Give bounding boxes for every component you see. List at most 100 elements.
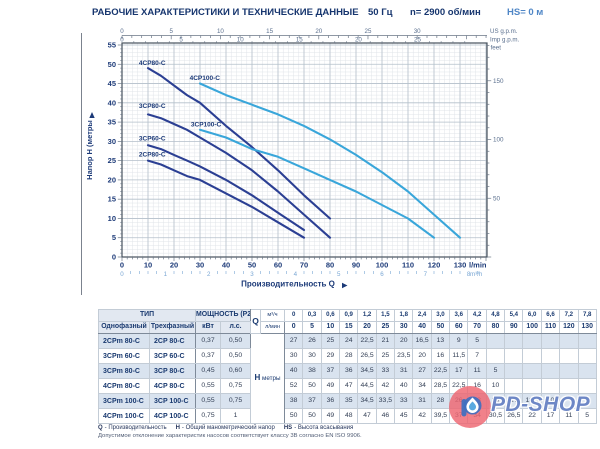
head-value <box>577 363 597 379</box>
q-lmin-value: 0 <box>284 321 304 334</box>
pump-model-single: 3CPm 80-C <box>98 363 150 379</box>
head-value <box>504 348 524 364</box>
figure-left-border <box>81 33 82 295</box>
head-value <box>485 348 506 364</box>
svg-text:15: 15 <box>108 195 116 204</box>
legend-def: - Производительность <box>104 425 167 431</box>
svg-text:l/min: l/min <box>469 261 487 270</box>
head-value: 36 <box>339 363 359 379</box>
svg-text:25: 25 <box>365 28 372 35</box>
head-value: 50 <box>302 378 322 394</box>
q-m3h-value: 1,8 <box>394 309 414 322</box>
head-value: 31 <box>412 393 432 409</box>
q-lmin-value: 120 <box>559 321 579 334</box>
head-value <box>504 363 524 379</box>
head-value: 20 <box>412 348 432 364</box>
q-m3h-value: 7,2 <box>559 309 579 322</box>
head-value: 34,5 <box>357 393 377 409</box>
head-value: 34 <box>412 378 432 394</box>
watermark-text: PD-SHOP <box>491 393 591 416</box>
q-lmin-value: 60 <box>449 321 469 334</box>
q-lmin-value: 70 <box>467 321 487 334</box>
q-m3h-value: 6,6 <box>540 309 561 322</box>
q-m3h-value: 1,5 <box>375 309 396 322</box>
head-value <box>504 333 524 349</box>
svg-text:25: 25 <box>108 156 116 165</box>
q-m3h-value: 4,8 <box>485 309 506 322</box>
head-value: 37 <box>302 393 322 409</box>
svg-text:120: 120 <box>428 261 441 270</box>
head-value: 47 <box>357 408 377 424</box>
pump-model-three: 4CP 80-C <box>149 378 196 394</box>
svg-text:4: 4 <box>294 271 298 278</box>
table-row: 3CPm 80-C 3CP 80-C 0,45 0,60 40 38 37 36 34,5 33 3… <box>98 363 597 379</box>
q-lmin-value: 30 <box>394 321 414 334</box>
head-value: 49 <box>320 408 341 424</box>
legend-line: Q- Производительность Н - Общий манометрич… <box>98 425 362 431</box>
head-value: 16 <box>430 348 451 364</box>
svg-text:20: 20 <box>355 36 362 43</box>
svg-text:Напор Н (метры: Напор Н (метры <box>85 120 94 180</box>
legend-term: Н <box>175 425 180 431</box>
table-row: 4CPm 100-C 4CP 100-C 0,75 1 50 50 49 48 47 46 45 42… <box>98 408 597 424</box>
svg-text:50: 50 <box>108 60 116 69</box>
table-row: 3CPm 100-C 3CP 100-C 0,55 0,75 38 37 36 35 34,5 3… <box>98 393 597 409</box>
power-kw: 0,37 <box>195 348 221 364</box>
svg-text:20: 20 <box>108 175 116 184</box>
q-m3h-value: 7,8 <box>577 309 597 322</box>
head-value <box>559 333 579 349</box>
svg-text:3CP100-C: 3CP100-C <box>191 121 222 128</box>
power-kw: 0,55 <box>195 378 221 394</box>
q-m3h-value: 5,4 <box>504 309 524 322</box>
curve-3CP80-C <box>146 113 332 239</box>
curve-3CP60-C <box>146 144 306 232</box>
q-lmin-value: 15 <box>339 321 359 334</box>
svg-text:8: 8 <box>467 271 471 278</box>
flow-header: Q <box>250 309 262 334</box>
head-value: 22,5 <box>357 333 377 349</box>
head-value: 5 <box>577 408 597 424</box>
svg-text:3: 3 <box>250 271 254 278</box>
curve-3CP100-C <box>198 128 436 239</box>
head-value: 7 <box>467 348 487 364</box>
q-lmin-value: 130 <box>577 321 597 334</box>
head-value: 9 <box>449 333 469 349</box>
head-value: 33,5 <box>375 393 396 409</box>
chart-grid <box>121 42 488 258</box>
svg-text:30: 30 <box>196 261 204 270</box>
head-value: 13 <box>430 333 451 349</box>
head-value <box>522 348 542 364</box>
q-m3h-value: 6,0 <box>522 309 542 322</box>
q-m3h-value: 1,2 <box>357 309 377 322</box>
svg-text:5: 5 <box>179 36 183 43</box>
q-lmin-value: 10 <box>320 321 341 334</box>
legend-def: - Высота всасывания <box>294 425 354 431</box>
head-value: 24 <box>339 333 359 349</box>
pump-model-single: 3CPm 100-C <box>98 393 150 409</box>
suction-head-label: HS= 0 м <box>507 7 544 18</box>
head-value <box>522 333 542 349</box>
head-value: 25 <box>320 333 341 349</box>
svg-text:5: 5 <box>112 233 116 242</box>
chart-curve-labels: 4CP80-C 4CP100-C 3CP80-C 3CP100-C 3CP60-C 2CP… <box>139 60 222 158</box>
head-value <box>559 363 579 379</box>
q-m3h-value: 0,6 <box>320 309 341 322</box>
head-units-cell: Н метры <box>250 333 286 424</box>
speed-label: n= 2900 об/мин <box>410 7 481 18</box>
head-value: 45 <box>394 408 414 424</box>
table-row: 3CPm 60-C 3CP 60-C 0,37 0,50 30 30 29 28 26,5 25 2… <box>98 348 597 364</box>
head-value: 28 <box>430 393 451 409</box>
head-value: 5 <box>485 363 506 379</box>
head-value: 29 <box>320 348 341 364</box>
svg-text:100: 100 <box>376 261 389 270</box>
head-value: 17 <box>449 363 469 379</box>
head-value: 39,5 <box>430 408 451 424</box>
pump-model-three: 2CP 80-C <box>149 333 196 349</box>
power-kw: 0,45 <box>195 363 221 379</box>
head-value: 26,5 <box>357 348 377 364</box>
kw-header: кВт <box>195 321 221 334</box>
pump-model-single: 4CPm 100-C <box>98 408 150 424</box>
